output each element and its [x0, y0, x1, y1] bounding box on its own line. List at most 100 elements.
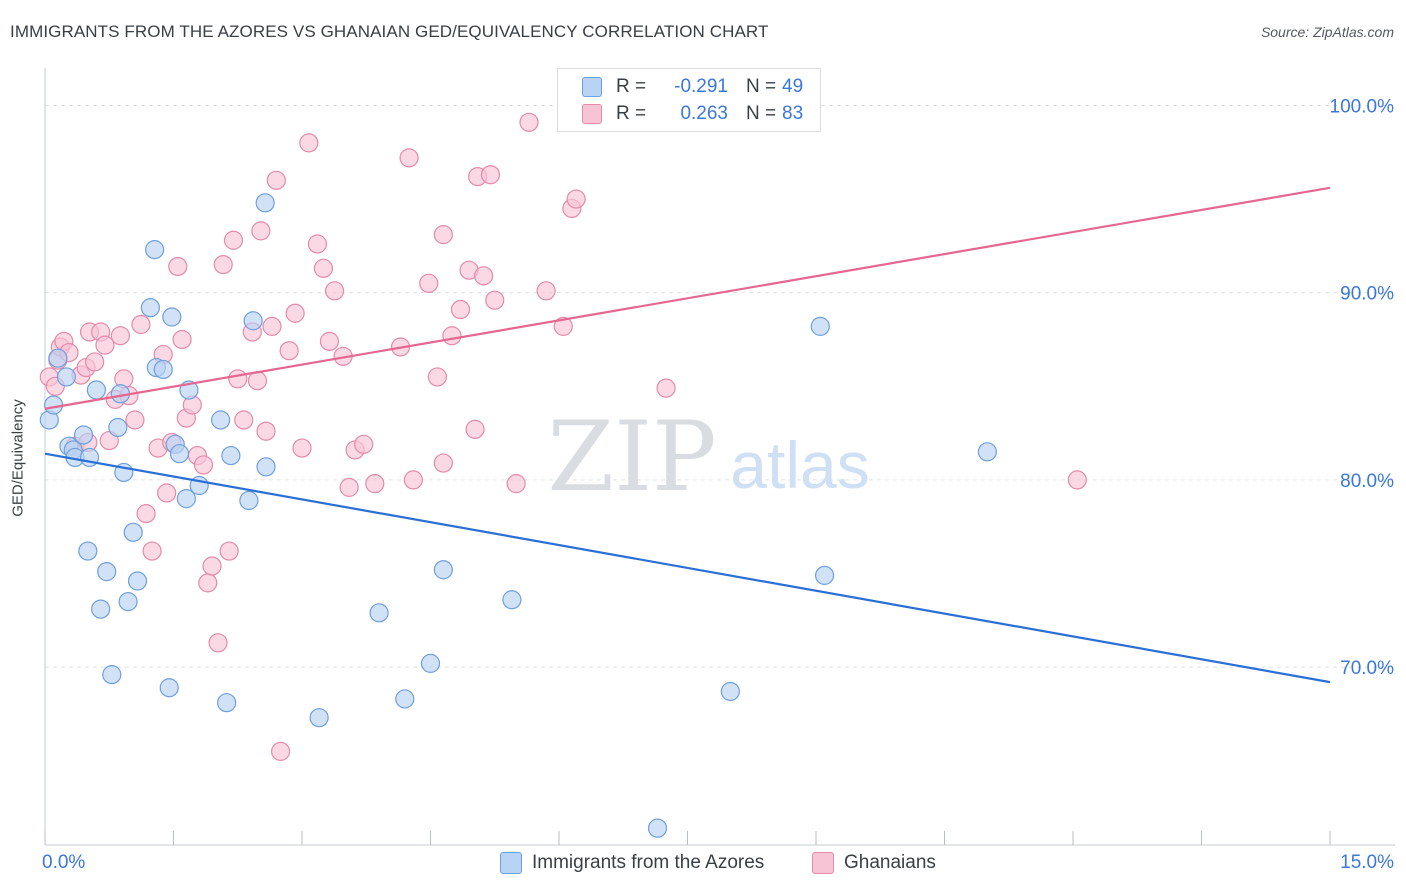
watermark-zip: ZIP	[547, 401, 716, 513]
azores-point	[720, 681, 740, 702]
ghanaian-point	[219, 541, 239, 561]
ghanaian-point	[313, 258, 334, 278]
azores-point	[86, 380, 107, 400]
azores-point	[97, 562, 117, 582]
legend-r-label: R =	[616, 76, 647, 97]
azores-point	[43, 395, 64, 415]
ghanaian-point	[465, 419, 485, 439]
legend-row-azores: R = -0.291 N = 49	[558, 74, 803, 100]
azores-point	[256, 457, 276, 477]
ghanaian-point	[427, 367, 447, 387]
series-legend-label: Ghanaians	[844, 852, 936, 873]
y-tick-labels: 70.0% 80.0% 90.0% 100.0%	[1330, 96, 1395, 679]
ghanaian-point	[251, 221, 271, 241]
ghanaian-point	[213, 254, 233, 275]
azores-point	[159, 678, 179, 698]
x-tick-label-min: 0.0%	[42, 852, 86, 873]
ghanaian-point	[299, 133, 319, 153]
azores-point	[162, 307, 182, 327]
ghanaian-point	[307, 234, 328, 254]
ghanaian-point	[399, 148, 419, 168]
ghanaian-point	[553, 316, 573, 336]
azores-point	[647, 818, 668, 838]
ghanaian-point	[506, 474, 526, 494]
azores-point	[309, 708, 329, 728]
ghanaian-point	[566, 189, 586, 209]
ghanaian-point	[480, 165, 501, 185]
azores-point	[153, 359, 173, 380]
y-tick-label: 90.0%	[1340, 284, 1394, 305]
ghanaian-point	[142, 541, 162, 561]
ghanaian-point	[136, 504, 156, 524]
ghanaian-point	[223, 230, 244, 250]
legend-n-label: N =	[746, 76, 777, 97]
azores-point	[102, 665, 122, 685]
series-legend: Immigrants from the Azores Ghanaians	[0, 852, 1406, 878]
legend-r-value: 0.263	[680, 103, 728, 124]
ghanaian-point	[656, 378, 676, 398]
ghanaian-point	[285, 303, 305, 323]
azores-point	[118, 592, 138, 612]
ghanaian-point	[266, 170, 286, 190]
azores-point	[369, 603, 389, 623]
azores-point	[91, 599, 111, 619]
azores-point	[217, 693, 237, 713]
azores-point	[169, 444, 190, 464]
ghanaian-point	[474, 266, 494, 286]
azores-point	[140, 298, 160, 318]
ghanaian-point	[131, 314, 151, 335]
legend-swatch-ghanaians	[582, 104, 602, 124]
watermark-atlas: atlas	[730, 428, 869, 502]
ghanaian-point	[95, 335, 115, 355]
azores-point	[56, 367, 77, 387]
y-tick-label: 100.0%	[1330, 96, 1395, 117]
ghanaian-point	[419, 273, 439, 293]
azores-point	[108, 417, 128, 438]
y-tick-label: 80.0%	[1340, 471, 1394, 492]
ghanaian-point	[433, 453, 453, 473]
ghanaian-point	[270, 741, 291, 761]
ghanaian-point	[354, 434, 374, 454]
ghanaian-point	[208, 633, 228, 653]
ghanaian-point	[536, 281, 556, 301]
azores-point	[145, 240, 165, 260]
azores-point	[395, 689, 415, 709]
correlation-legend: R = -0.291 N = 49 R = 0.263 N = 83	[557, 68, 821, 132]
ghanaian-point	[519, 112, 539, 132]
azores-point	[211, 410, 231, 430]
ghanaian-point	[485, 290, 505, 310]
ghanaian-point	[168, 256, 188, 277]
y-tick-label: 70.0%	[1340, 658, 1394, 679]
x-tick-label-max: 15.0%	[1340, 852, 1394, 873]
azores-point	[239, 490, 259, 511]
ghanaian-point	[193, 455, 214, 475]
azores-point	[221, 445, 241, 466]
axes	[44, 68, 1395, 846]
legend-row-ghanaians: R = 0.263 N = 83	[558, 101, 803, 127]
legend-n-value: 49	[782, 76, 804, 97]
ghanaian-point	[202, 556, 222, 576]
azores-point	[123, 522, 143, 542]
azores-point	[78, 541, 98, 561]
ghanaian-point	[365, 474, 385, 494]
series-legend-label: Immigrants from the Azores	[532, 852, 765, 873]
watermark: ZIP atlas	[547, 401, 869, 513]
ghanaian-point	[279, 341, 299, 361]
ghanaian-point	[228, 369, 248, 389]
legend-n-value: 83	[782, 103, 804, 124]
series-legend-ghanaians[interactable]: Ghanaians	[812, 852, 936, 874]
azores-points	[39, 193, 997, 838]
azores-point	[73, 425, 94, 445]
series-swatch-ghanaians	[812, 852, 834, 874]
ghanaian-point	[403, 470, 423, 490]
azores-trend-line	[44, 452, 1331, 684]
legend-r-label: R =	[616, 103, 647, 124]
series-legend-azores[interactable]: Immigrants from the Azores	[500, 852, 764, 874]
azores-point	[810, 316, 830, 336]
azores-point	[243, 311, 263, 331]
ghanaian-point	[450, 299, 471, 320]
ghanaian-point	[256, 421, 276, 441]
ghanaian-point	[1067, 470, 1087, 490]
legend-swatch-azores	[582, 77, 602, 97]
